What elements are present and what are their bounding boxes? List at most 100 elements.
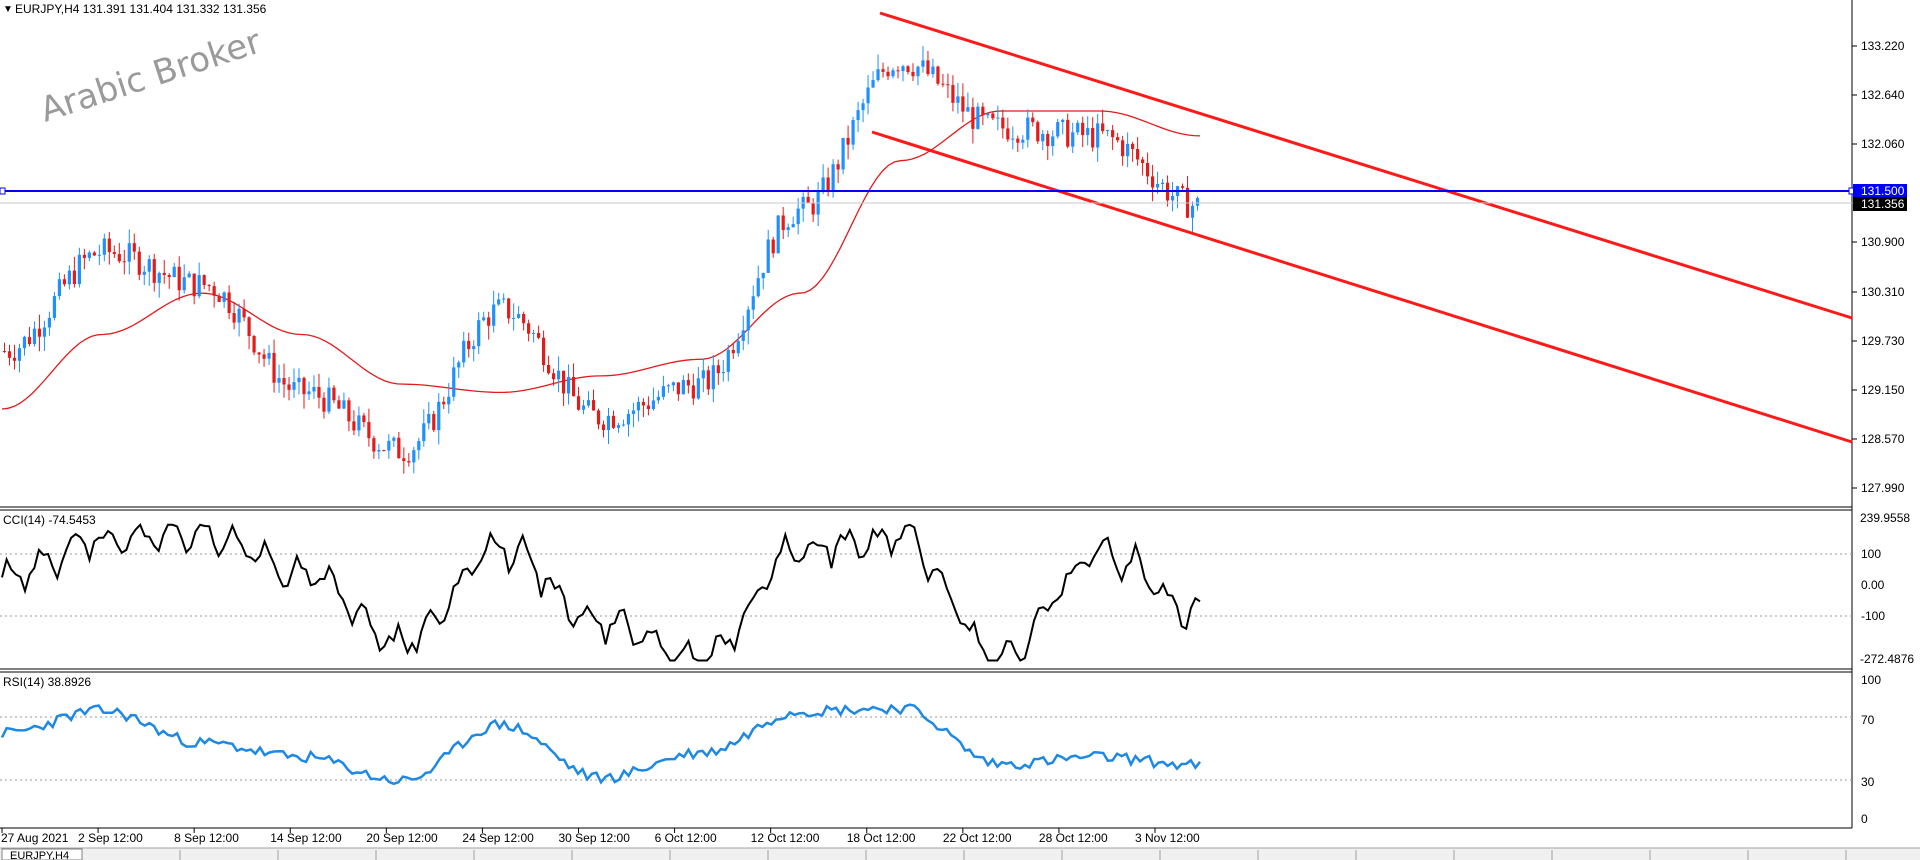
candle-bull <box>142 271 146 275</box>
rsi-tick: 70 <box>1861 713 1875 727</box>
candle-bear <box>167 274 171 278</box>
candle-bear <box>691 385 695 399</box>
tab-eurjpy-h4[interactable] <box>1 848 83 860</box>
candle-bear <box>107 238 111 253</box>
candle-bear <box>27 336 32 345</box>
candle-bull <box>77 254 81 285</box>
cci-axis: 239.9558 100 0.00 -100 -272.4876 <box>1860 511 1914 666</box>
candle-bull <box>157 272 161 283</box>
candle-bear <box>2 351 7 353</box>
price-tick: 132.060 <box>1861 137 1905 151</box>
symbol-info: EURJPY,H4 131.391 131.404 131.332 131.35… <box>15 2 267 16</box>
candle-bear <box>686 379 690 386</box>
candle-bull <box>307 391 311 395</box>
candle-bull <box>172 266 176 278</box>
time-label: 14 Sep 12:00 <box>270 831 342 845</box>
candle-bull <box>821 177 825 191</box>
candle-bull <box>1061 119 1065 123</box>
candle-bull <box>931 66 935 75</box>
candle-bull <box>1041 133 1045 142</box>
candle-bear <box>287 384 291 390</box>
candle-bull <box>357 415 361 431</box>
rsi-tick: 100 <box>1861 673 1881 687</box>
cci-tick: -272.4876 <box>1860 652 1914 666</box>
price-tick: 130.900 <box>1861 235 1905 249</box>
candle-bear <box>232 313 236 323</box>
candle-bull <box>222 292 226 302</box>
candle-bull <box>277 378 281 383</box>
price-tick: 133.220 <box>1861 39 1905 53</box>
candle-bull <box>976 106 980 129</box>
bid-price-text: 131.356 <box>1861 197 1905 211</box>
candle-bull <box>621 424 626 426</box>
candle-bull <box>392 437 396 441</box>
candle-bull <box>1011 138 1015 140</box>
candle-bull <box>581 405 586 410</box>
candle-bull <box>616 425 621 428</box>
candle-bear <box>601 424 606 431</box>
candle-bull <box>482 317 486 321</box>
candle-bear <box>591 400 596 411</box>
candle-bear <box>641 401 646 406</box>
candle-bull <box>796 208 800 225</box>
candle-bull <box>182 277 186 291</box>
candle-bear <box>546 364 551 374</box>
tab-eurjpy-h4-label: EURJPY,H4 <box>10 850 69 860</box>
candle-bull <box>517 313 521 318</box>
candle-bear <box>402 458 406 462</box>
candle-bear <box>926 60 930 75</box>
candle-bear <box>227 292 231 314</box>
candle-bull <box>1106 130 1110 132</box>
hline-price-text: 131.500 <box>1861 184 1905 198</box>
price-tick: 127.990 <box>1861 481 1905 495</box>
candle-bull <box>327 387 331 412</box>
time-label: 24 Sep 12:00 <box>462 831 534 845</box>
candle-bull <box>856 110 860 121</box>
candle-bull <box>17 348 22 361</box>
candle-bull <box>447 396 451 405</box>
candle-bear <box>117 254 121 262</box>
candle-bull <box>52 296 57 318</box>
candle-bear <box>906 66 910 72</box>
candle-bull <box>791 224 795 228</box>
candle-bear <box>367 422 371 439</box>
candle-bull <box>377 450 381 452</box>
candle-bear <box>771 239 775 254</box>
candle-bull <box>631 410 636 414</box>
candle-bear <box>611 415 616 428</box>
time-label: 12 Oct 12:00 <box>751 831 820 845</box>
candle-bull <box>766 239 770 273</box>
candle-bull <box>1155 183 1160 188</box>
candle-bull <box>22 336 27 349</box>
candle-bear <box>432 413 436 431</box>
channel-upper-line[interactable] <box>879 11 1853 320</box>
candle-bear <box>1031 117 1035 123</box>
candle-bull <box>726 349 730 372</box>
candle-bull <box>412 450 416 463</box>
time-label: 30 Sep 12:00 <box>559 831 631 845</box>
candle-bear <box>207 285 211 287</box>
price-tick: 132.640 <box>1861 88 1905 102</box>
candle-bull <box>57 279 62 297</box>
candle-bear <box>881 69 885 72</box>
candle-bull <box>147 259 151 272</box>
candle-bull <box>661 386 665 397</box>
candle-bull <box>556 370 561 380</box>
candle-bull <box>566 377 571 394</box>
candle-bull <box>866 87 870 104</box>
collapse-arrow-icon[interactable]: ▼ <box>3 4 13 15</box>
candle-bull <box>651 400 656 409</box>
candle-bull <box>512 317 516 319</box>
channel-lower-line[interactable] <box>871 130 1853 444</box>
candle-bear <box>162 272 166 275</box>
tab-bar <box>0 848 1920 860</box>
candle-bear <box>716 365 720 374</box>
candle-bull <box>851 120 855 145</box>
hline-handle-left[interactable] <box>0 187 6 195</box>
cci-tick: 0.00 <box>1861 578 1885 592</box>
candle-bull <box>681 379 685 395</box>
candle-bull <box>422 423 426 442</box>
candle-bear <box>257 352 261 355</box>
rsi-axis: 100 70 30 0 <box>1861 673 1881 826</box>
